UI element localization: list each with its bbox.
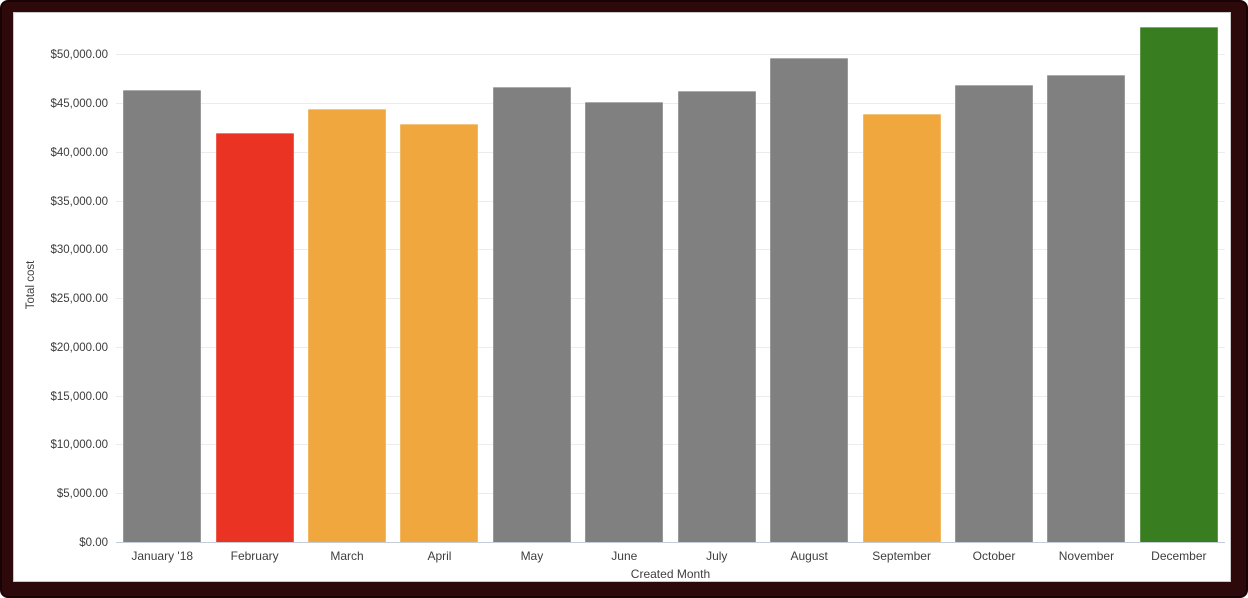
bar-july[interactable] [677, 91, 756, 543]
bar-june[interactable] [585, 102, 664, 543]
gridline [116, 395, 1225, 397]
gridline [116, 151, 1225, 153]
y-tick-label: $30,000.00 [50, 244, 108, 257]
x-axis-title: Created Month [630, 567, 711, 581]
x-label-february: February [230, 549, 279, 563]
x-label-september: September [872, 549, 931, 563]
gridline [116, 54, 1225, 56]
x-label-april: April [427, 549, 452, 563]
y-tick-label: $25,000.00 [50, 293, 108, 306]
gridline [116, 103, 1225, 105]
bar-slot-february [208, 27, 300, 543]
bar-slot-november [1040, 27, 1132, 543]
gridline [116, 493, 1225, 495]
bar-august[interactable] [770, 58, 849, 543]
bar-slot-july [671, 27, 763, 543]
bar-slot-october [948, 27, 1040, 543]
bar-slot-january-18 [116, 27, 208, 543]
gridline [116, 346, 1225, 348]
bar-slot-may [486, 27, 578, 543]
y-tick-label: $10,000.00 [50, 439, 108, 452]
x-label-july: July [706, 549, 728, 563]
bar-september[interactable] [862, 113, 941, 543]
x-label-october: October [972, 549, 1016, 563]
gridline [116, 298, 1225, 300]
bar-slot-september [855, 27, 947, 543]
x-axis-baseline [116, 542, 1225, 543]
bar-october[interactable] [955, 84, 1033, 543]
y-tick-label: $20,000.00 [50, 341, 108, 354]
y-tick-label: $40,000.00 [50, 146, 108, 159]
x-label-may: May [520, 549, 544, 563]
bar-march[interactable] [308, 108, 387, 543]
y-tick-label: $0.00 [79, 537, 108, 549]
bar-january-18[interactable] [123, 90, 202, 543]
y-tick-label: $5,000.00 [56, 488, 108, 501]
bar-slot-august [763, 27, 855, 543]
x-axis: January '18 February March April May June July… [116, 549, 1225, 563]
x-label-december: December [1151, 549, 1207, 563]
bar-december[interactable] [1139, 27, 1218, 543]
gridline [116, 249, 1225, 251]
bar-slot-june [578, 27, 670, 543]
plot-area [116, 27, 1225, 543]
y-tick-label: $15,000.00 [50, 390, 108, 403]
bar-slot-march [301, 27, 393, 543]
x-label-august: August [790, 549, 828, 563]
bar-slot-december [1133, 27, 1225, 543]
x-label-january-18: January '18 [131, 549, 194, 563]
y-tick-label: $50,000.00 [50, 49, 108, 62]
x-label-march: March [330, 549, 364, 563]
y-axis: $0.00 $5,000.00 $10,000.00 $15,000.00 $20,00… [14, 27, 108, 549]
bar-april[interactable] [400, 123, 479, 543]
chart-card: Total cost $0.00 $5,000.00 $10,000.00 $15,0… [13, 12, 1231, 582]
bar-slot-april [393, 27, 485, 543]
bar-series [116, 27, 1225, 543]
bar-february[interactable] [215, 133, 294, 543]
gridline [116, 200, 1225, 202]
x-label-november: November [1058, 549, 1115, 563]
y-tick-label: $45,000.00 [50, 98, 108, 111]
bar-november[interactable] [1047, 74, 1126, 543]
gridline [116, 444, 1225, 446]
y-tick-label: $35,000.00 [50, 195, 108, 208]
bar-may[interactable] [492, 87, 571, 543]
x-label-june: June [611, 549, 638, 563]
